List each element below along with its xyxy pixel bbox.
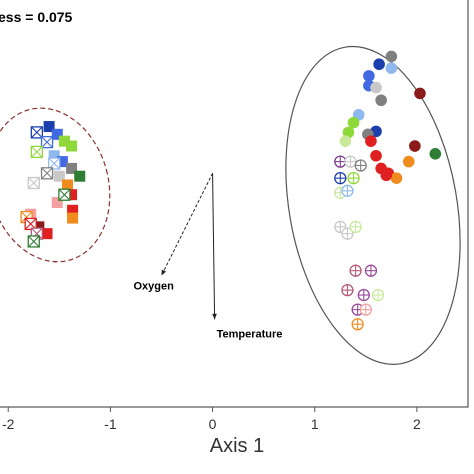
crossed-circle-point-14 [357,288,370,302]
filled-square-point-10 [61,179,73,191]
filled-circle-point-18 [429,148,442,160]
crossed-square-point-5 [40,167,54,180]
filled-circle-point-8 [375,94,387,107]
filled-circle-point-10 [347,116,360,129]
x-axis-label: Axis 1 [210,435,264,457]
crossed-circle-point-15 [371,288,385,302]
crossed-circle-point-9 [341,227,354,240]
vector-arrowhead-temperature [212,313,217,320]
crossed-circle-point-17 [359,303,372,316]
filled-circle-point-1 [385,50,398,63]
vector-oxygen [161,173,214,276]
vector-arrowhead-oxygen [161,269,167,276]
x-tick-label: 0 [209,416,217,432]
crossed-circle-point-7 [341,184,354,197]
x-axis-ticks: -2 -1 0 1 2 [2,407,421,432]
crossed-circle-point-11 [349,264,362,277]
filled-square-point-7 [66,162,78,174]
filled-circle-point-16 [409,140,421,152]
filled-circle-point-4 [363,70,375,82]
filled-square-point-13 [67,204,79,216]
filled-square-point-16 [41,228,53,240]
filled-square-point-6 [56,156,68,168]
x-tick-label: 1 [311,416,319,432]
filled-square-point-15 [33,221,45,233]
crossed-circle-point-2 [344,155,357,168]
filled-square-point-2 [51,128,63,140]
filled-square-point-3 [58,135,70,147]
data-points [20,50,442,331]
group-ellipse-1 [0,107,111,263]
filled-circle-point-2 [373,58,385,71]
filled-circle-point-22 [390,172,403,184]
crossed-square-point-11 [27,235,40,248]
filled-circle-point-23 [380,169,393,182]
filled-square-point-8 [53,170,65,182]
crossed-circle-point-18 [351,318,364,331]
group-ellipses [0,45,461,365]
crossed-circle-point-4 [334,172,347,185]
filled-circle-point-7 [414,87,426,100]
crossed-circle-point-13 [341,283,354,297]
crossed-circle-point-10 [349,220,362,233]
plot-border [0,0,469,408]
crossed-circle-point-5 [347,172,360,185]
filled-square-point-14 [67,212,79,224]
plot-frame [0,0,469,408]
filled-square-point-5 [48,150,60,162]
filled-circle-point-19 [402,155,415,168]
crossed-square-point-3 [30,145,43,159]
crossed-square-point-1 [30,126,43,139]
filled-circle-point-3 [385,62,398,74]
vector-label-oxygen: Oxygen [133,281,174,293]
crossed-square-point-7 [58,188,71,201]
crossed-circle-point-3 [354,159,367,172]
crossed-square-point-6 [27,176,40,190]
filled-square-point-4 [66,140,78,152]
x-tick-label: -2 [2,416,15,432]
stress-annotation: ess = 0.075 [0,9,73,25]
filled-square-point-1 [43,121,55,133]
vector-label-temperature: Temperature [217,328,283,340]
filled-circle-point-12 [342,126,355,139]
crossed-circle-point-12 [364,264,378,277]
group-ellipse-2 [285,45,461,365]
x-tick-label: -1 [104,416,117,432]
filled-circle-point-14 [339,135,352,147]
filled-circle-point-15 [365,135,377,147]
filled-square-point-9 [74,170,86,182]
filled-circle-point-6 [370,81,382,94]
x-tick-label: 2 [413,416,421,432]
filled-square-point-11 [66,189,78,201]
filled-circle-point-17 [370,149,382,162]
filled-square-point-12 [51,197,63,208]
vector-temperature [212,173,216,320]
environmental-vectors: Oxygen Temperature [133,173,282,340]
crossed-square-point-2 [40,135,54,149]
crossed-circle-point-1 [334,155,347,168]
